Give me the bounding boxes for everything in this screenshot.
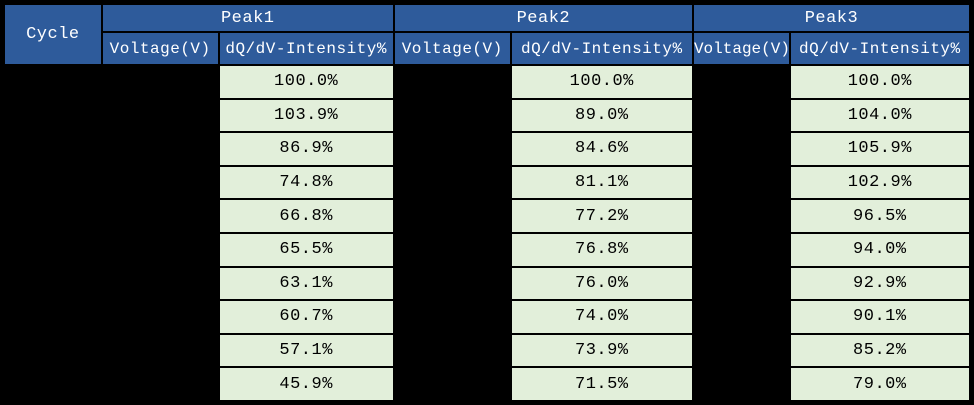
redacted-peak1-voltage-cell [100, 299, 220, 335]
redacted-peak3-voltage-cell [691, 231, 791, 268]
redacted-peak2-voltage-cell [392, 332, 512, 369]
cell-peak1-intensity: 65.5% [217, 231, 395, 268]
redacted-cycle-cell [3, 97, 103, 134]
redacted-peak2-voltage-cell [392, 299, 512, 335]
redacted-peak1-voltage-cell [100, 97, 220, 134]
redacted-cycle-cell [3, 299, 103, 335]
intensity-table: Cycle Peak1 Peak2 Peak3 Voltage(V) dQ/dV… [3, 3, 972, 402]
cell-peak1-intensity: 66.8% [217, 198, 395, 234]
cell-peak3-intensity: 85.2% [788, 332, 972, 369]
header-peak1: Peak1 [100, 3, 395, 33]
redacted-peak2-voltage-cell [392, 97, 512, 134]
cell-peak3-intensity: 92.9% [788, 265, 972, 302]
redacted-peak3-voltage-cell [691, 265, 791, 302]
cell-peak3-intensity: 79.0% [788, 366, 972, 402]
cell-peak2-intensity: 77.2% [509, 198, 694, 234]
cell-peak2-intensity: 100.0% [509, 64, 694, 100]
cell-peak2-intensity: 84.6% [509, 131, 694, 167]
redacted-peak2-voltage-cell [392, 198, 512, 234]
cell-peak2-intensity: 76.0% [509, 265, 694, 302]
header-cycle: Cycle [3, 3, 103, 66]
cell-peak2-intensity: 73.9% [509, 332, 694, 369]
cell-peak3-intensity: 90.1% [788, 299, 972, 335]
redacted-peak3-voltage-cell [691, 332, 791, 369]
cell-peak1-intensity: 74.8% [217, 164, 395, 201]
redacted-peak1-voltage-cell [100, 131, 220, 167]
redacted-peak3-voltage-cell [691, 97, 791, 134]
redacted-peak1-voltage-cell [100, 231, 220, 268]
redacted-peak3-voltage-cell [691, 198, 791, 234]
redacted-peak2-voltage-cell [392, 131, 512, 167]
table-row: 63.1% 76.0% 92.9% [3, 265, 972, 302]
table-row: 60.7% 74.0% 90.1% [3, 299, 972, 335]
table-row: 86.9% 84.6% 105.9% [3, 131, 972, 167]
cell-peak2-intensity: 71.5% [509, 366, 694, 402]
redacted-peak3-voltage-cell [691, 131, 791, 167]
redacted-peak3-voltage-cell [691, 64, 791, 100]
redacted-peak2-voltage-cell [392, 265, 512, 302]
header-peak2-intensity: dQ/dV-Intensity% [509, 31, 694, 66]
redacted-peak1-voltage-cell [100, 265, 220, 302]
redacted-cycle-cell [3, 366, 103, 402]
cell-peak3-intensity: 102.9% [788, 164, 972, 201]
cell-peak3-intensity: 104.0% [788, 97, 972, 134]
cell-peak1-intensity: 57.1% [217, 332, 395, 369]
table-row: 57.1% 73.9% 85.2% [3, 332, 972, 369]
redacted-cycle-cell [3, 198, 103, 234]
cell-peak3-intensity: 94.0% [788, 231, 972, 268]
cell-peak2-intensity: 74.0% [509, 299, 694, 335]
redacted-peak2-voltage-cell [392, 64, 512, 100]
header-peak3-voltage: Voltage(V) [691, 31, 791, 66]
redacted-peak3-voltage-cell [691, 164, 791, 201]
redacted-cycle-cell [3, 265, 103, 302]
redacted-cycle-cell [3, 131, 103, 167]
table-row: 100.0% 100.0% 100.0% [3, 64, 972, 100]
header-peak3: Peak3 [691, 3, 972, 33]
cell-peak1-intensity: 86.9% [217, 131, 395, 167]
cell-peak1-intensity: 63.1% [217, 265, 395, 302]
header-peak3-intensity: dQ/dV-Intensity% [788, 31, 972, 66]
redacted-peak2-voltage-cell [392, 231, 512, 268]
redacted-peak1-voltage-cell [100, 366, 220, 402]
header-peak2: Peak2 [392, 3, 694, 33]
redacted-peak1-voltage-cell [100, 198, 220, 234]
cell-peak2-intensity: 81.1% [509, 164, 694, 201]
redacted-cycle-cell [3, 164, 103, 201]
redacted-cycle-cell [3, 64, 103, 100]
redacted-cycle-cell [3, 231, 103, 268]
cell-peak2-intensity: 76.8% [509, 231, 694, 268]
redacted-cycle-cell [3, 332, 103, 369]
cell-peak1-intensity: 45.9% [217, 366, 395, 402]
cell-peak1-intensity: 100.0% [217, 64, 395, 100]
redacted-peak1-voltage-cell [100, 332, 220, 369]
cell-peak2-intensity: 89.0% [509, 97, 694, 134]
redacted-peak1-voltage-cell [100, 64, 220, 100]
table-row: 65.5% 76.8% 94.0% [3, 231, 972, 268]
table-row: 74.8% 81.1% 102.9% [3, 164, 972, 201]
cell-peak3-intensity: 100.0% [788, 64, 972, 100]
cell-peak1-intensity: 103.9% [217, 97, 395, 134]
redacted-peak1-voltage-cell [100, 164, 220, 201]
cell-peak3-intensity: 105.9% [788, 131, 972, 167]
redacted-peak2-voltage-cell [392, 366, 512, 402]
table-row: 45.9% 71.5% 79.0% [3, 366, 972, 402]
header-peak2-voltage: Voltage(V) [392, 31, 512, 66]
cell-peak1-intensity: 60.7% [217, 299, 395, 335]
redacted-peak3-voltage-cell [691, 366, 791, 402]
redacted-peak2-voltage-cell [392, 164, 512, 201]
table-row: 103.9% 89.0% 104.0% [3, 97, 972, 134]
table-row: 66.8% 77.2% 96.5% [3, 198, 972, 234]
header-peak1-intensity: dQ/dV-Intensity% [217, 31, 395, 66]
cell-peak3-intensity: 96.5% [788, 198, 972, 234]
redacted-peak3-voltage-cell [691, 299, 791, 335]
header-peak1-voltage: Voltage(V) [100, 31, 220, 66]
